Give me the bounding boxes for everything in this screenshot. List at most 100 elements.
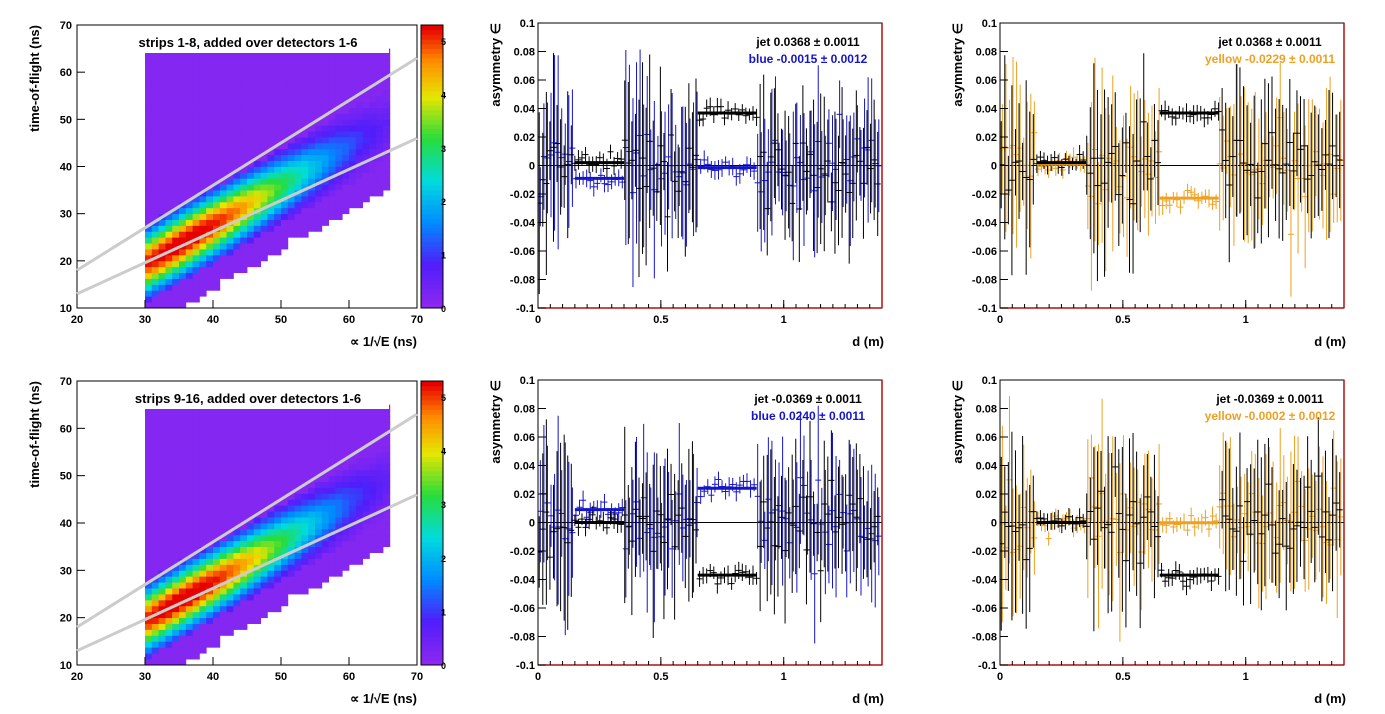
heatmap-cell — [179, 457, 187, 465]
heatmap-cell — [315, 213, 323, 220]
heatmap-cell — [328, 184, 336, 191]
heatmap-cell — [328, 166, 336, 173]
heatmap-cell — [308, 582, 316, 589]
heatmap-cell — [165, 207, 173, 215]
heatmap-cell — [355, 499, 363, 506]
heatmap-cell — [260, 66, 268, 73]
heatmap-cell — [342, 83, 350, 91]
heatmap-cell — [376, 528, 384, 536]
heatmap-cell — [267, 457, 275, 465]
heatmap-cell — [315, 546, 323, 553]
heatmap-cell — [253, 60, 261, 67]
heatmap-cell — [342, 534, 350, 542]
heatmap-cell — [206, 534, 214, 542]
heatmap-cell — [165, 582, 173, 589]
heatmap-cell — [240, 523, 248, 530]
heatmap-cell — [294, 588, 302, 595]
heatmap-cell — [267, 78, 275, 85]
heatmap-cell — [145, 237, 153, 244]
heatmap-cell — [219, 594, 227, 601]
heatmap-cell — [315, 457, 323, 465]
heatmap-cell — [328, 72, 336, 79]
heatmap-cell — [253, 95, 261, 103]
heatmap-cell — [233, 611, 241, 619]
colorbar-segment — [421, 53, 443, 59]
heatmap-cell — [145, 243, 153, 250]
heatmap-cell — [260, 463, 268, 471]
heatmap-cell — [383, 511, 391, 518]
y-tick-label: 70 — [60, 20, 72, 32]
heatmap-cell — [362, 475, 370, 482]
heatmap-cell — [240, 166, 248, 173]
heatmap-cell — [199, 440, 207, 447]
heatmap-cell — [287, 66, 295, 73]
heatmap-cell — [151, 148, 159, 156]
asymmetry-panel: 0 0.5 1-0.1-0.08-0.06-0.04-0.0200.020.040.… — [488, 18, 884, 349]
heatmap-cell — [233, 422, 241, 429]
heatmap-cell — [151, 284, 159, 291]
heatmap-cell — [145, 570, 153, 577]
heatmap-cell — [233, 493, 241, 500]
heatmap-cell — [179, 594, 187, 601]
y-tick-label: -0.06 — [510, 603, 535, 615]
heatmap-cell — [233, 148, 241, 156]
heatmap-cell — [247, 517, 255, 524]
heatmap-cell — [179, 154, 187, 162]
heatmap-cell — [151, 452, 159, 459]
heatmap-cell — [287, 113, 295, 120]
heatmap-cell — [219, 428, 227, 435]
heatmap-cell — [199, 83, 207, 91]
heatmap-cell — [199, 528, 207, 536]
heatmap-cell — [342, 546, 350, 553]
heatmap-cell — [362, 89, 370, 97]
heatmap-cell — [342, 475, 350, 482]
colorbar-segment — [421, 660, 443, 666]
heatmap-cell — [260, 558, 268, 565]
heatmap-cell — [301, 546, 309, 553]
heatmap-cell — [145, 410, 153, 417]
x-tick-label: 0.5 — [1115, 671, 1130, 683]
heatmap-cell — [165, 243, 173, 250]
heatmap-cell — [383, 154, 391, 162]
heatmap-cell — [274, 137, 282, 144]
heatmap-cell — [260, 237, 268, 244]
heatmap-cell — [219, 511, 227, 518]
heatmap-cell — [342, 434, 350, 441]
heatmap-cell — [247, 101, 255, 108]
heatmap-cell — [247, 154, 255, 162]
x-tick-label: 50 — [275, 314, 287, 326]
heatmap-cell — [199, 558, 207, 565]
heatmap-cell — [199, 611, 207, 619]
heatmap-cell — [274, 558, 282, 565]
heatmap-cell — [335, 469, 343, 477]
heatmap-cell — [301, 142, 309, 150]
heatmap-cell — [362, 184, 370, 191]
heatmap-cell — [213, 219, 221, 226]
heatmap-cell — [158, 72, 166, 79]
heatmap-cell — [158, 66, 166, 73]
colorbar-segment — [421, 594, 443, 600]
heatmap-cell — [349, 83, 357, 91]
heatmap-cell — [226, 166, 234, 173]
heatmap-cell — [349, 142, 357, 150]
heatmap-cell — [376, 546, 384, 553]
heatmap-cell — [185, 481, 193, 488]
heatmap-cell — [165, 66, 173, 73]
heatmap-cell — [151, 487, 159, 494]
heatmap-cell — [192, 446, 200, 453]
heatmap-cell — [151, 272, 159, 279]
heatmap-cell — [145, 647, 153, 654]
heatmap-cell — [240, 617, 248, 624]
heatmap-cell — [206, 605, 214, 613]
heatmap-cell — [158, 463, 166, 471]
heatmap-cell — [179, 659, 187, 666]
x-tick-label: 0 — [997, 314, 1003, 326]
heatmap-cell — [158, 296, 166, 303]
heatmap-cell — [213, 588, 221, 595]
heatmap-cell — [308, 125, 316, 132]
heatmap-cell — [355, 457, 363, 465]
colorbar-segment — [421, 39, 443, 45]
heatmap-cell — [213, 599, 221, 607]
heatmap-cell — [267, 416, 275, 423]
heatmap-cell — [383, 137, 391, 144]
